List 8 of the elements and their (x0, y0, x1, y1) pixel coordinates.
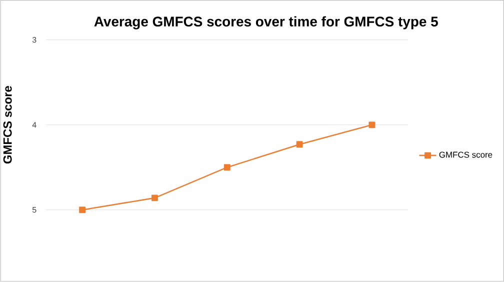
point (368, 122, 376, 128)
legend-label: GMFCS score (439, 152, 492, 158)
y-axis-title: GMFCS score (3, 86, 12, 164)
point (79, 206, 86, 214)
point (296, 141, 303, 148)
chart-title: Average GMFCS scores over time for GMFCS type 5 (94, 16, 438, 30)
point (224, 164, 230, 171)
point (151, 194, 158, 202)
